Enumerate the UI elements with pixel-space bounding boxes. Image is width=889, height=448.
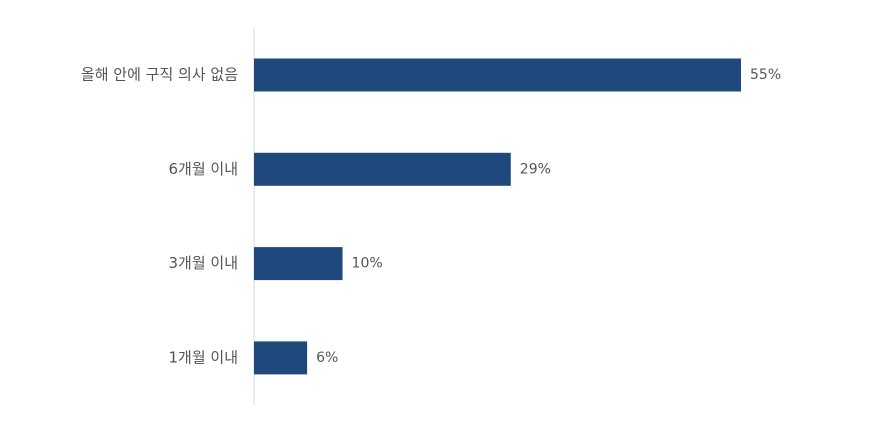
value-label: 29% [520,161,551,177]
bar [254,341,308,375]
bar [254,58,741,92]
value-label: 55% [750,67,781,83]
value-label: 10% [352,256,383,272]
category-label: 6개월 이내 [168,160,238,178]
category-label: 3개월 이내 [168,254,238,272]
value-label: 6% [316,350,338,366]
category-label: 올해 안에 구직 의사 없음 [81,66,238,84]
bar [254,247,343,281]
category-label: 1개월 이내 [168,348,238,366]
bar [254,152,511,186]
